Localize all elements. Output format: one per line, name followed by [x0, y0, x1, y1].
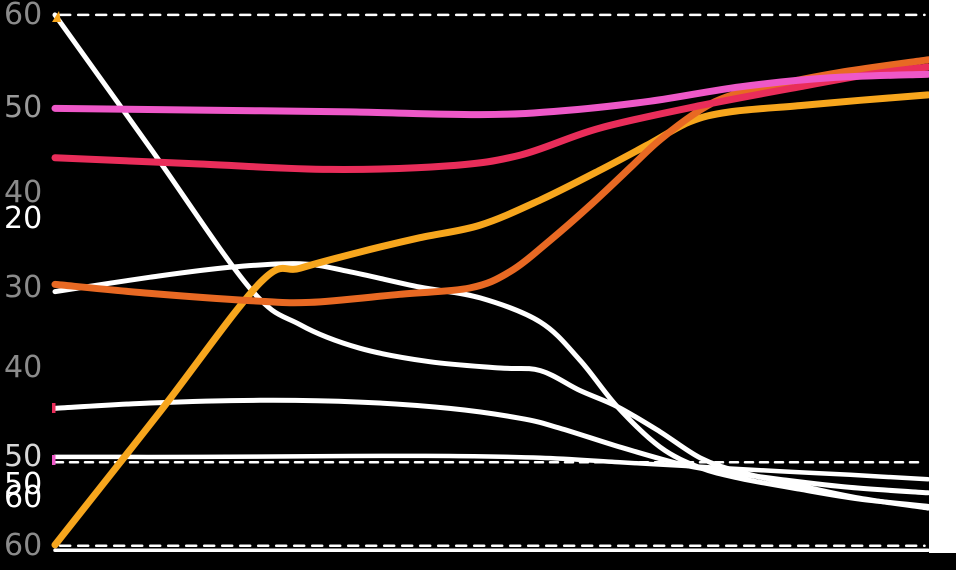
crimson-start-tick-icon: [52, 403, 56, 413]
y-tick-label-6-50: 50: [4, 439, 43, 474]
y-tick-label-2-40: 40: [4, 175, 43, 210]
series-crimson-line: [51, 63, 932, 173]
series-magenta-line: [51, 70, 932, 119]
y-tick-label-8-60: 60: [4, 480, 43, 515]
y-tick-label-0-60: 60: [4, 0, 43, 32]
series-white-low-flat: [52, 453, 931, 482]
y-tick-label-3-20: 20: [4, 201, 43, 236]
amber-caret-top-left-icon: [52, 11, 61, 22]
y-tick-label-1-50: 50: [4, 90, 43, 125]
series-orange-sigmoid: [51, 56, 932, 307]
series-white-mid-flat: [52, 397, 931, 496]
y-tick-label-5-40: 40: [4, 350, 43, 385]
series-amber-rising: [51, 91, 932, 549]
y-tick-label-7-50: 50: [4, 467, 43, 502]
right-margin-strip: [929, 0, 956, 553]
magenta-start-tick-icon: [52, 455, 56, 465]
y-tick-label-4-30: 30: [4, 270, 43, 305]
series-white-hump: [52, 261, 931, 509]
y-tick-label-9-60: 60: [4, 528, 43, 563]
